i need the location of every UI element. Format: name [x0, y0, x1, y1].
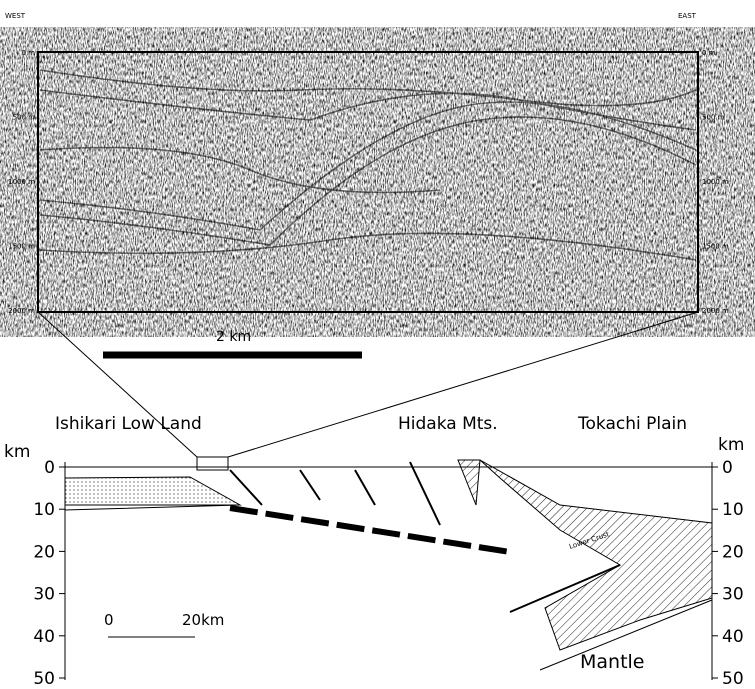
tick-label: 40: [33, 627, 55, 647]
tick-label: 30: [33, 585, 55, 605]
depth-label: 2000 m: [702, 307, 729, 315]
faults: [229, 461, 441, 526]
basin-fill: [64, 476, 242, 506]
region-label: Hidaka Mts.: [398, 414, 498, 434]
axis-unit: km: [718, 435, 744, 455]
detachment: [229, 505, 511, 555]
depth-label: 500 m: [702, 114, 725, 122]
tick-label: 0: [722, 458, 733, 478]
axis-unit: km: [4, 442, 30, 462]
mantle-boundary: [539, 599, 713, 671]
hidaka-block: [457, 459, 481, 506]
seismic-texture: [39, 53, 697, 311]
depth-label: 1500 m: [8, 243, 35, 251]
tick-label: 50: [33, 669, 55, 689]
tick-label: 20: [33, 542, 55, 562]
tick-label: 50: [722, 669, 744, 689]
lower-crust: [479, 459, 713, 651]
depth-label: 0 m: [702, 49, 716, 57]
region-label: Ishikari Low Land: [55, 414, 202, 434]
scale-label: 2 km: [216, 329, 251, 345]
depth-label: 1000 m: [702, 178, 729, 186]
scale-end: 20km: [182, 611, 224, 629]
mantle-label: Mantle: [580, 651, 645, 673]
depth-label: 2000 m: [8, 307, 35, 315]
tick-label: 30: [722, 585, 744, 605]
depth-label: 1500 m: [702, 243, 729, 251]
seismic-location: [196, 456, 229, 471]
reflectors: [39, 69, 697, 261]
connector: [227, 311, 699, 458]
moho: [509, 564, 621, 613]
depth-label: 0 m: [22, 49, 36, 57]
connector: [37, 311, 198, 458]
tick-label: 10: [33, 500, 55, 520]
basement: [64, 504, 241, 511]
scale-zero: 0: [104, 611, 114, 629]
tick-label: 20: [722, 542, 744, 562]
east-label: EAST: [678, 12, 697, 20]
tick-label: 40: [722, 627, 744, 647]
depth-label: 500 m: [13, 114, 36, 122]
tick-label: 0: [44, 458, 55, 478]
tick-label: 10: [722, 500, 744, 520]
region-label: Tokachi Plain: [577, 414, 687, 434]
depth-label: 1000 m: [8, 178, 35, 186]
west-label: WEST: [5, 12, 26, 20]
